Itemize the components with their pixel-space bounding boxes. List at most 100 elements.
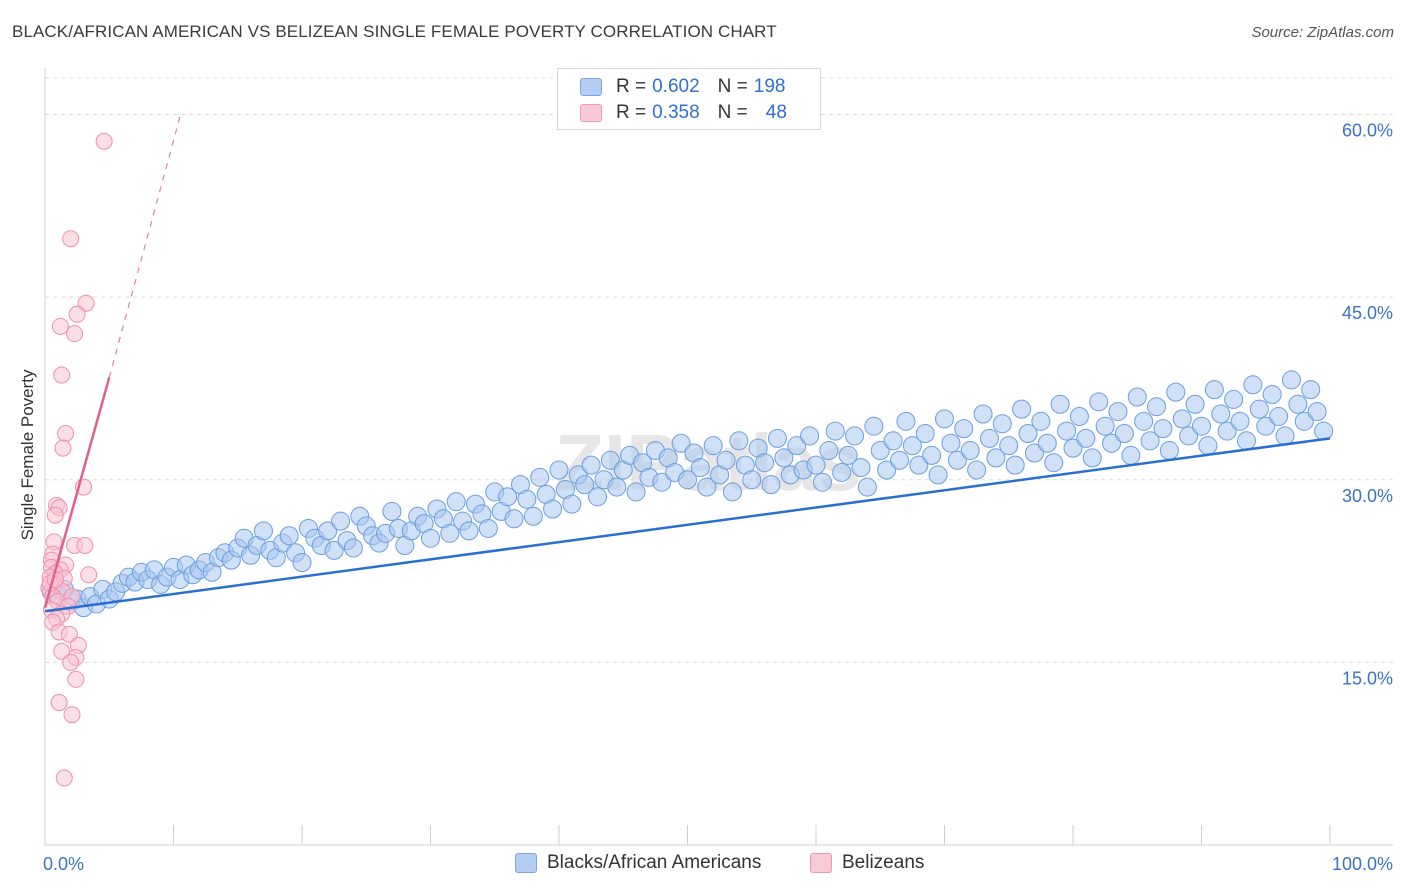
pink-point	[63, 706, 81, 724]
blue-point	[1281, 370, 1301, 390]
pink-point	[54, 439, 72, 457]
blue-point	[690, 458, 710, 478]
blue-point	[607, 477, 627, 497]
blue-point	[1044, 453, 1064, 473]
bottom-legend-swatch-pink	[810, 853, 832, 873]
blue-point	[986, 448, 1006, 468]
blue-point	[1185, 394, 1205, 414]
pink-point	[53, 366, 71, 384]
pink-point	[76, 537, 94, 555]
chart-title: BLACK/AFRICAN AMERICAN VS BELIZEAN SINGL…	[12, 22, 777, 41]
blue-point	[600, 450, 620, 470]
blue-point	[1230, 411, 1250, 431]
blue-point	[1262, 385, 1282, 405]
y-tick-label: 30.0%	[1342, 486, 1393, 506]
trend-lines	[43, 116, 1331, 613]
blue-point	[1063, 438, 1083, 458]
legend-r-label: R =	[616, 76, 647, 97]
blue-point	[318, 521, 338, 541]
blue-point	[864, 416, 884, 436]
x-tick-label: 100.0%	[1332, 854, 1393, 874]
blue-point	[504, 509, 524, 529]
blue-point	[838, 445, 858, 465]
blue-point	[1301, 380, 1321, 400]
pink-point	[66, 325, 84, 343]
pink-point	[51, 317, 69, 335]
blue-point	[909, 455, 929, 475]
blue-point	[1012, 399, 1032, 419]
blue-point	[498, 487, 518, 507]
blue-point	[915, 423, 935, 443]
blue-point	[382, 501, 402, 521]
blue-point	[253, 521, 273, 541]
pink-point	[55, 769, 73, 787]
pink-point	[60, 625, 78, 643]
blue-point	[678, 470, 697, 490]
axes	[44, 68, 1393, 846]
blue-point	[1256, 416, 1276, 436]
blue-point	[549, 460, 569, 480]
blue-point	[896, 411, 916, 431]
blue-point	[1236, 431, 1256, 451]
blue-point	[1005, 455, 1025, 475]
blue-point	[729, 431, 749, 451]
blue-point	[1275, 426, 1295, 446]
blue-point	[774, 448, 794, 468]
blue-point	[562, 494, 582, 514]
blue-point	[1147, 397, 1167, 417]
blue-point	[1095, 416, 1115, 436]
bottom-legend-pink[interactable]: Belizeans	[810, 852, 924, 874]
blue-point	[1140, 431, 1160, 451]
legend-n-label: N =	[717, 102, 748, 123]
blue-point	[543, 499, 563, 519]
pink-trend-line	[43, 377, 111, 608]
blue-point	[1108, 402, 1128, 422]
blue-point	[767, 428, 787, 448]
blue-point	[581, 455, 601, 475]
blue-point	[1031, 411, 1051, 431]
bottom-legend-label-pink: Belizeans	[842, 852, 925, 873]
bottom-legend-swatch-blue	[515, 853, 537, 873]
bottom-legend-blue[interactable]: Blacks/African Americans	[515, 852, 761, 874]
legend-r-value: 0.602	[652, 76, 700, 97]
pink-point	[62, 653, 80, 671]
blue-point	[703, 436, 723, 456]
blue-point	[755, 453, 775, 473]
blue-point	[446, 492, 466, 512]
pink-points	[40, 132, 113, 787]
blue-point	[1159, 441, 1179, 461]
blue-point	[1057, 421, 1077, 441]
blue-point	[851, 458, 871, 478]
pink-point	[77, 294, 95, 312]
pink-point	[46, 506, 64, 524]
blue-point	[671, 433, 691, 453]
blue-point	[857, 477, 877, 497]
blue-point	[825, 421, 845, 441]
blue-point	[1243, 375, 1263, 395]
stats-legend: R = 0.602 N = 198 R = 0.358 N = 48	[557, 68, 821, 130]
pink-trend-extension	[108, 116, 181, 378]
blue-point	[999, 436, 1019, 456]
source-label: Source: ZipAtlas.com	[1251, 24, 1394, 41]
blue-point	[697, 477, 717, 497]
axis-labels: 15.0% 30.0% 45.0% 60.0% 0.0% 100.0%	[43, 121, 1393, 874]
blue-point	[973, 404, 993, 424]
legend-n-value: 198	[753, 76, 786, 97]
legend-row-pink: R = 0.358 N = 48	[580, 102, 787, 124]
pink-point	[67, 670, 85, 688]
pink-point	[80, 566, 98, 584]
blue-point	[1076, 428, 1096, 448]
blue-point	[459, 521, 479, 541]
blue-point	[1204, 380, 1224, 400]
pink-point	[68, 305, 86, 323]
blue-point	[1018, 423, 1038, 443]
legend-swatch-blue	[580, 78, 602, 96]
blue-point	[1127, 387, 1147, 407]
blue-point	[967, 460, 987, 480]
blue-point	[652, 472, 672, 492]
legend-n-value: 48	[765, 102, 787, 123]
blue-point	[1102, 433, 1122, 453]
blue-point	[832, 462, 852, 482]
blue-point	[992, 414, 1012, 434]
blue-point	[343, 538, 363, 558]
